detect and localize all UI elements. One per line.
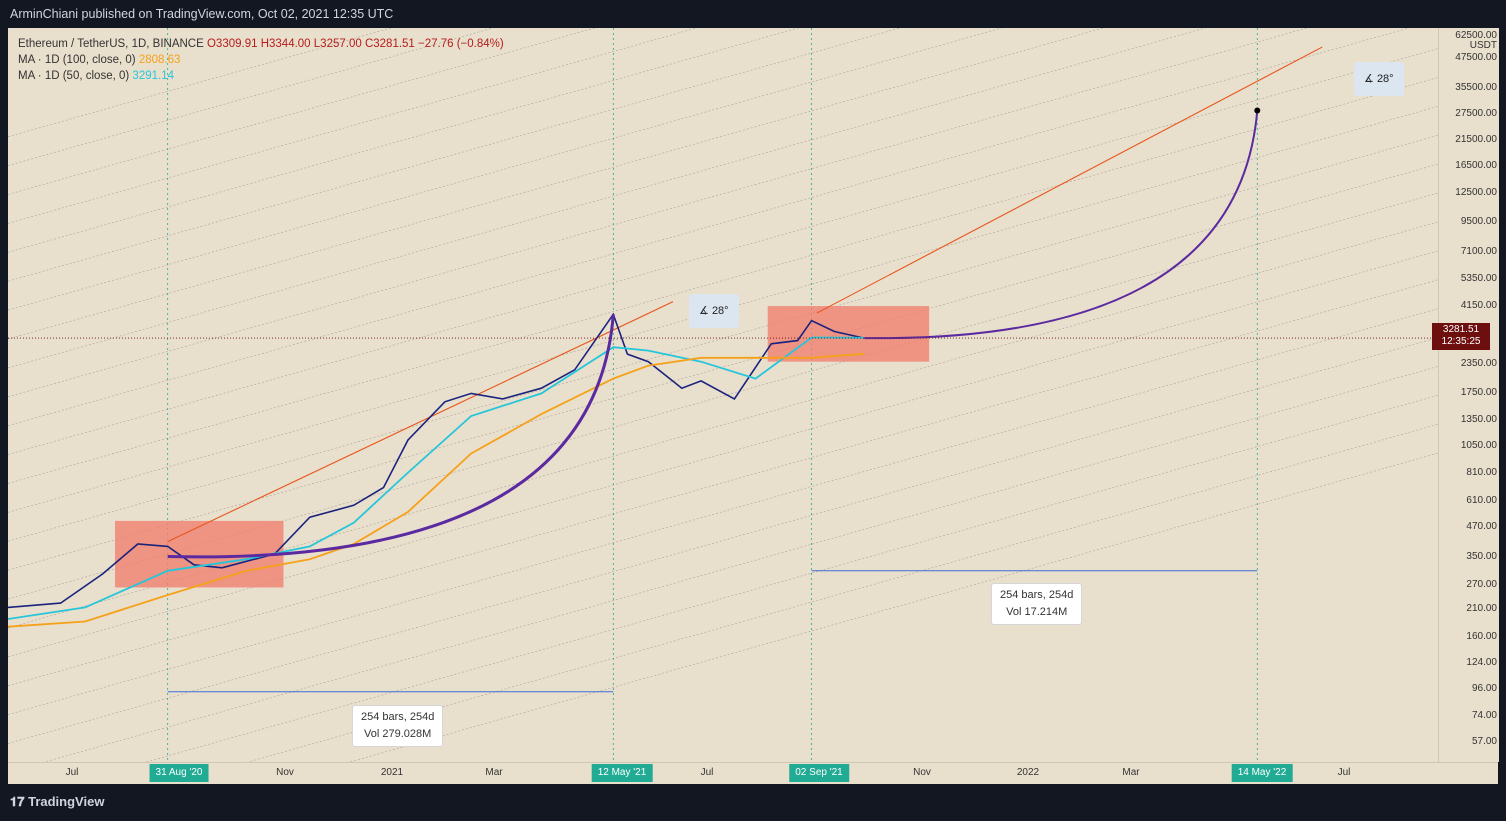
price-tick: 470.00 bbox=[1466, 521, 1497, 532]
angle-value: 28° bbox=[711, 305, 729, 317]
trend-line bbox=[167, 301, 674, 543]
publish-header: ArminChiani published on TradingView.com… bbox=[0, 0, 1506, 28]
brand-text: TradingView bbox=[28, 794, 105, 809]
price-tick: 5350.00 bbox=[1460, 273, 1497, 284]
price-tick: 810.00 bbox=[1466, 467, 1497, 478]
price-tick: 2350.00 bbox=[1460, 358, 1497, 369]
projection-arc bbox=[167, 314, 615, 559]
price-tick: 210.00 bbox=[1466, 603, 1497, 614]
current-price-tag: 3281.51 12:35:25 bbox=[1432, 323, 1490, 350]
ma-series-line bbox=[8, 352, 865, 628]
legend-ma100-value: 2808.63 bbox=[138, 54, 181, 66]
price-tick: 7100.00 bbox=[1460, 246, 1497, 257]
channel-line bbox=[8, 77, 1438, 484]
time-tick: 2021 bbox=[380, 767, 404, 778]
price-tick: 27500.00 bbox=[1455, 108, 1497, 119]
angle-label-2[interactable]: ∡ 28° bbox=[1354, 62, 1404, 96]
chart-area[interactable] bbox=[8, 28, 1438, 762]
angle-icon: ∡ bbox=[1364, 73, 1374, 85]
range-bars: 254 bars, 254d bbox=[361, 711, 435, 723]
range-vol: Vol 279.028M bbox=[364, 728, 432, 740]
channel-line bbox=[8, 279, 1438, 687]
range-info-2[interactable]: 254 bars, 254d Vol 17.214M bbox=[991, 583, 1083, 625]
price-tick: 9500.00 bbox=[1460, 216, 1497, 227]
time-tick: Nov bbox=[913, 767, 931, 778]
price-tick: 1350.00 bbox=[1460, 414, 1497, 425]
price-tick: 4150.00 bbox=[1460, 300, 1497, 311]
channel-line bbox=[8, 163, 1438, 571]
price-tick: 47500.00 bbox=[1455, 52, 1497, 63]
footer: 𝟏𝟕 TradingView bbox=[0, 784, 1506, 821]
price-tick: 96.00 bbox=[1471, 683, 1497, 694]
time-highlight: 12 May '21 bbox=[591, 764, 653, 782]
price-tick: 57.00 bbox=[1471, 736, 1497, 747]
tradingview-logo[interactable]: 𝟏𝟕 TradingView bbox=[10, 794, 104, 810]
range-info-1[interactable]: 254 bars, 254d Vol 279.028M bbox=[352, 705, 444, 747]
legend-ma50-value: 3291.14 bbox=[132, 70, 174, 82]
channel-line bbox=[247, 423, 1438, 762]
ma-series-line bbox=[8, 336, 865, 620]
price-tick: 350.00 bbox=[1466, 551, 1497, 562]
legend-close: C3281.51 bbox=[364, 38, 415, 50]
price-tick: 62500.00 bbox=[1455, 30, 1497, 41]
projection-arc bbox=[864, 110, 1259, 340]
legend-ma50-label[interactable]: MA · 1D (50, close, 0) bbox=[18, 70, 130, 82]
legend-symbol[interactable]: Ethereum / TetherUS, 1D, BINANCE bbox=[18, 38, 204, 50]
tv-logo-icon: 𝟏𝟕 bbox=[10, 794, 25, 809]
price-tick: 21500.00 bbox=[1455, 134, 1497, 145]
legend-ma50-row: MA · 1D (50, close, 0) 3291.14 bbox=[18, 68, 504, 84]
price-tick: 16500.00 bbox=[1455, 160, 1497, 171]
time-highlight: 14 May '22 bbox=[1231, 764, 1293, 782]
time-highlight: 02 Sep '21 bbox=[789, 764, 849, 782]
time-tick: 2022 bbox=[1016, 767, 1040, 778]
channel-line bbox=[8, 28, 1410, 426]
publish-text: ArminChiani published on TradingView.com… bbox=[10, 7, 394, 21]
legend-low: L3257.00 bbox=[313, 38, 362, 50]
legend-change: −27.76 (−0.84%) bbox=[418, 38, 504, 50]
price-tick: 1750.00 bbox=[1460, 387, 1497, 398]
legend-high: H3344.00 bbox=[260, 38, 311, 50]
range-vol: Vol 17.214M bbox=[1006, 606, 1068, 618]
price-tick: 124.00 bbox=[1466, 657, 1497, 668]
time-tick: Mar bbox=[485, 767, 503, 778]
price-tick: 35500.00 bbox=[1455, 82, 1497, 93]
price-tick: 1050.00 bbox=[1460, 440, 1497, 451]
price-unit: USDT bbox=[1469, 40, 1497, 51]
price-tick: 74.00 bbox=[1471, 710, 1497, 721]
current-price: 3281.51 bbox=[1442, 324, 1480, 335]
angle-value: 28° bbox=[1376, 73, 1394, 85]
time-tick: Jul bbox=[65, 767, 79, 778]
angle-label-1[interactable]: ∡ 28° bbox=[689, 294, 739, 328]
legend-ma100-label[interactable]: MA · 1D (100, close, 0) bbox=[18, 54, 136, 66]
channel-line bbox=[8, 308, 1438, 715]
time-tick: Nov bbox=[276, 767, 294, 778]
bar-countdown: 12:35:25 bbox=[1441, 336, 1481, 347]
chart-legend: Ethereum / TetherUS, 1D, BINANCE O3309.9… bbox=[18, 36, 504, 84]
time-axis[interactable]: Jul 31 Aug '20 Nov 2021 Mar 12 May '21 J… bbox=[8, 762, 1498, 785]
price-tick: 270.00 bbox=[1466, 579, 1497, 590]
range-bars: 254 bars, 254d bbox=[1000, 589, 1074, 601]
legend-open: O3309.91 bbox=[206, 38, 258, 50]
angle-icon: ∡ bbox=[699, 305, 709, 317]
target-point bbox=[1254, 107, 1261, 114]
channel-line bbox=[8, 48, 1438, 455]
trend-line bbox=[816, 46, 1323, 314]
price-tick: 12500.00 bbox=[1455, 187, 1497, 198]
time-tick: Mar bbox=[1122, 767, 1140, 778]
legend-ma100-row: MA · 1D (100, close, 0) 2808.63 bbox=[18, 52, 504, 68]
time-highlight: 31 Aug '20 bbox=[149, 764, 209, 782]
legend-symbol-row: Ethereum / TetherUS, 1D, BINANCE O3309.9… bbox=[18, 36, 504, 52]
time-tick: Jul bbox=[700, 767, 714, 778]
time-tick: Jul bbox=[1337, 767, 1351, 778]
price-tick: 610.00 bbox=[1466, 495, 1497, 506]
channel-line bbox=[348, 452, 1438, 762]
price-axis[interactable]: 62500.00 USDT 47500.00 35500.00 27500.00… bbox=[1438, 28, 1499, 762]
price-tick: 160.00 bbox=[1466, 631, 1497, 642]
chart-svg bbox=[8, 28, 1438, 762]
